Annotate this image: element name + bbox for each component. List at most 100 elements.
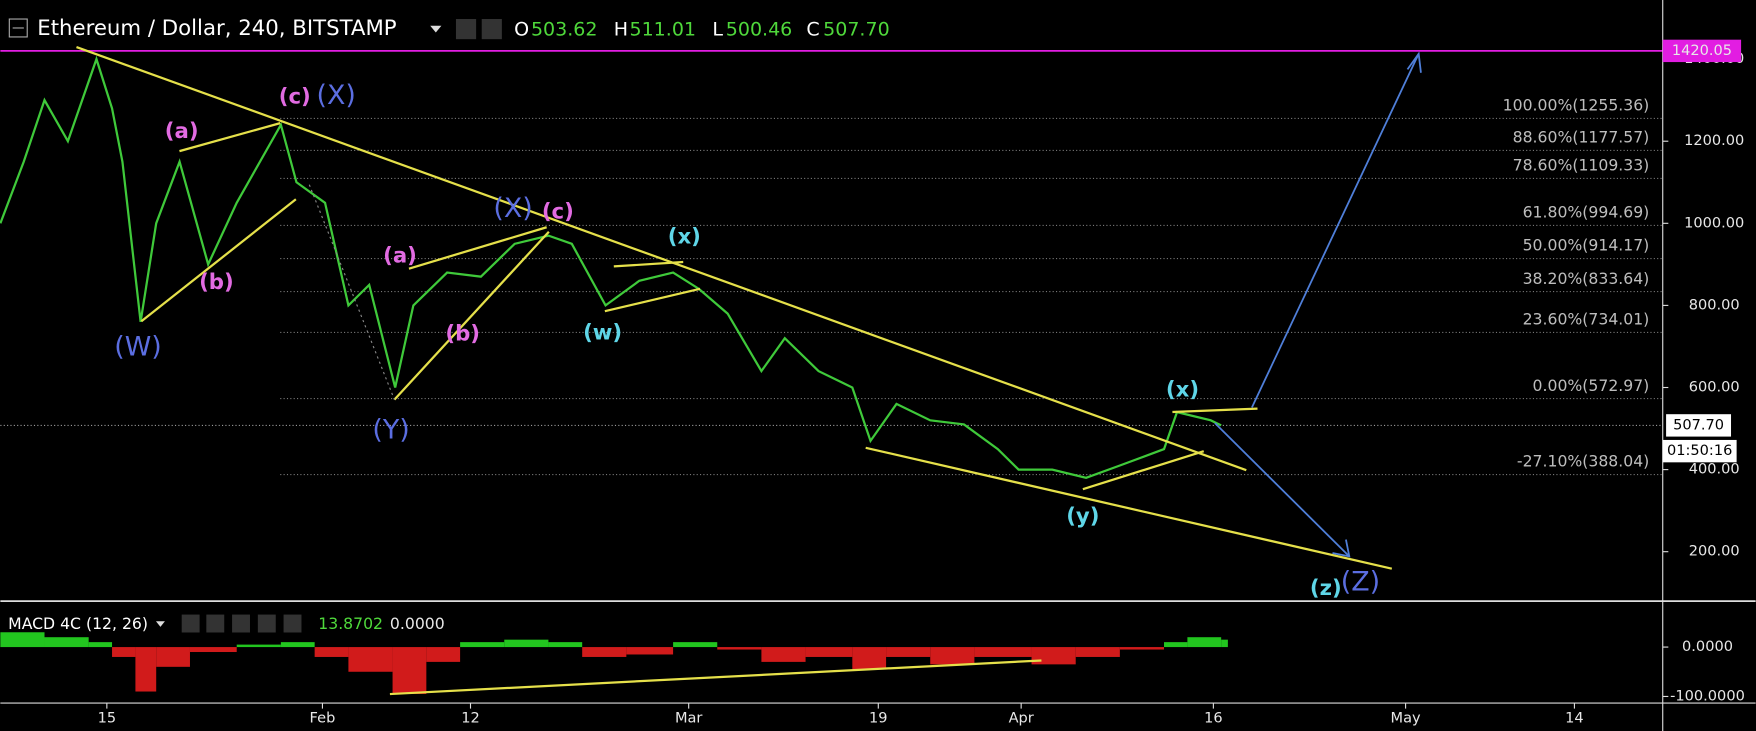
macd-bar	[1119, 647, 1165, 650]
fib-label: -27.10%(388.04)	[1517, 452, 1649, 471]
macd-bar	[548, 642, 583, 648]
arrow-head	[1332, 539, 1351, 558]
high-value: 511.01	[629, 19, 696, 41]
wave-label: (x)	[1166, 378, 1199, 403]
macd-bar	[582, 647, 627, 657]
y-tick-label: 1200.00	[1684, 132, 1744, 149]
macd-bar	[930, 647, 975, 665]
macd-value: 13.8702	[318, 614, 383, 633]
fib-label: 78.60%(1109.33)	[1513, 156, 1650, 175]
macd-bar	[236, 644, 281, 648]
x-tick-label: 15	[98, 710, 117, 727]
toolbar-icon[interactable]	[232, 614, 250, 633]
high-label: H	[614, 19, 628, 41]
fib-label: 88.60%(1177.57)	[1513, 128, 1650, 147]
wave-label: (z)	[1310, 576, 1342, 601]
trendline	[613, 260, 684, 268]
macd-signal-value: 0.0000	[390, 614, 445, 633]
trendline	[1082, 450, 1205, 491]
macd-bar	[1031, 647, 1076, 665]
macd-bar	[460, 642, 505, 648]
fib-label: 100.00%(1255.36)	[1503, 96, 1650, 115]
plot: 200.00 400.00 600.00 800.00 1000.00 1200.00 14…	[0, 50, 1744, 727]
countdown-label: 01:50:16	[1667, 442, 1732, 459]
price-line	[0, 55, 1222, 479]
macd-bar	[974, 647, 1032, 657]
macd-bar	[392, 647, 427, 694]
toolbar-icon[interactable]	[455, 19, 477, 40]
trendline	[865, 446, 1393, 570]
macd-bar	[156, 647, 190, 667]
projection-arrow	[1251, 53, 1420, 408]
y-tick-label: 400.00	[1689, 461, 1740, 478]
wave-label: (c)	[279, 84, 311, 109]
macd-bar	[135, 647, 157, 692]
macd-bar	[1164, 642, 1188, 648]
macd-bar	[348, 647, 393, 672]
x-tick-label: Feb	[310, 710, 336, 727]
wave-label: (X)	[317, 80, 356, 111]
macd-bar	[44, 637, 89, 648]
last-price-label: 507.70	[1673, 416, 1724, 433]
toolbar-icon[interactable]	[283, 614, 302, 633]
target-tag	[1662, 39, 1742, 63]
low-label: L	[712, 19, 723, 41]
fib-label: 23.60%(734.01)	[1523, 310, 1650, 329]
collapse-icon[interactable]	[8, 18, 28, 38]
wave-label: (y)	[1066, 504, 1099, 529]
trendline	[76, 45, 1247, 472]
fib-label: 0.00%(572.97)	[1533, 376, 1650, 395]
wave-label: (Y)	[372, 414, 409, 445]
wave-label: (a)	[383, 243, 417, 268]
fib-label: 61.80%(994.69)	[1523, 203, 1650, 222]
wave-label: (x)	[668, 224, 701, 249]
x-tick-label: Mar	[675, 710, 702, 727]
y-tick-label: 600.00	[1689, 379, 1740, 396]
close-value: 507.70	[823, 19, 890, 41]
macd-bar	[805, 647, 853, 657]
wave-label: (b)	[199, 270, 234, 295]
toolbar-icon[interactable]	[206, 614, 225, 633]
open-label: O	[514, 19, 529, 41]
macd-bar	[426, 647, 461, 662]
fib-label: 38.20%(833.64)	[1523, 269, 1650, 288]
open-value: 503.62	[531, 19, 598, 41]
target-tag-label: 1420.05	[1672, 42, 1732, 59]
x-tick-label: Apr	[1009, 710, 1034, 727]
macd-bar	[1075, 647, 1120, 657]
symbol-title: Ethereum / Dollar, 240, BITSTAMP	[37, 16, 397, 41]
projection-arrow	[1214, 422, 1350, 558]
x-tick-label: 16	[1204, 710, 1223, 727]
y-tick-label: 200.00	[1689, 543, 1740, 560]
macd-bar	[504, 639, 549, 648]
trendlines	[76, 45, 1422, 696]
toolbar-icon[interactable]	[181, 614, 200, 633]
macd-y-tick-label: -100.0000	[1670, 687, 1745, 704]
wave-label: (W)	[114, 332, 162, 363]
trendline	[604, 287, 701, 313]
trendline	[408, 226, 547, 270]
arrow-head	[1406, 51, 1422, 73]
macd-bar	[852, 647, 887, 670]
x-tick-label: 14	[1565, 710, 1584, 727]
wave-label: (Z)	[1341, 567, 1380, 598]
low-value: 500.46	[726, 19, 793, 41]
macd-bar	[626, 647, 674, 655]
wave-label: (c)	[542, 200, 574, 225]
macd-bar	[0, 632, 45, 648]
toolbar-icon[interactable]	[481, 19, 502, 40]
trendline	[393, 230, 550, 401]
dropdown-icon[interactable]	[430, 25, 442, 33]
fib-label: 50.00%(914.17)	[1523, 236, 1650, 255]
x-tick-label: 19	[869, 710, 888, 727]
macd-bar	[673, 642, 718, 648]
dropdown-icon[interactable]	[155, 621, 165, 627]
toolbar-icon[interactable]	[257, 614, 276, 633]
macd-bar	[717, 647, 762, 650]
wave-label: (b)	[445, 322, 480, 347]
wave-label: (X)	[493, 193, 532, 224]
trendline	[140, 198, 297, 323]
macd-bar	[189, 647, 237, 653]
macd-bar	[761, 647, 806, 662]
